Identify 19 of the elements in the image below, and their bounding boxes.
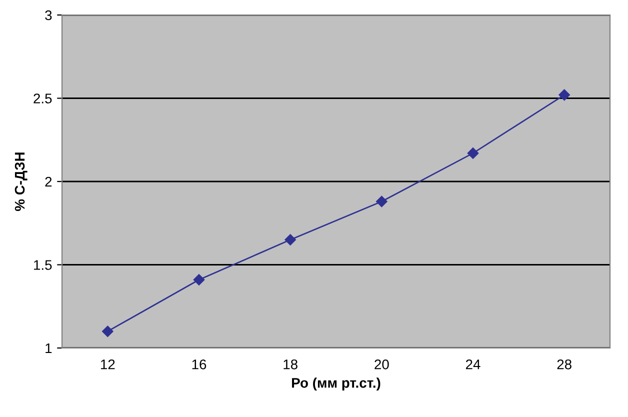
x-tick-label: 28 — [557, 359, 572, 370]
point — [284, 234, 296, 246]
point — [558, 89, 570, 101]
x-tick-label: 24 — [466, 359, 480, 370]
x-tick-label: 16 — [192, 359, 206, 370]
y-tick-label: 2 — [45, 176, 52, 187]
y-tick-label: 3 — [45, 10, 52, 20]
point — [193, 274, 205, 286]
x-axis-title: Ро (мм рт.ст.) — [292, 378, 380, 391]
y-tick-label: 1.5 — [34, 260, 52, 270]
x-tick-label: 12 — [101, 359, 115, 370]
x-tick-label: 20 — [374, 359, 389, 370]
point — [102, 326, 114, 337]
y-tick-label: 1 — [46, 343, 52, 354]
point — [376, 196, 388, 208]
y-axis-title: % С-ДЗН — [14, 152, 28, 211]
x-tick-label: 18 — [284, 359, 298, 370]
point — [467, 148, 479, 159]
y-tick-label: 2.5 — [34, 94, 52, 104]
